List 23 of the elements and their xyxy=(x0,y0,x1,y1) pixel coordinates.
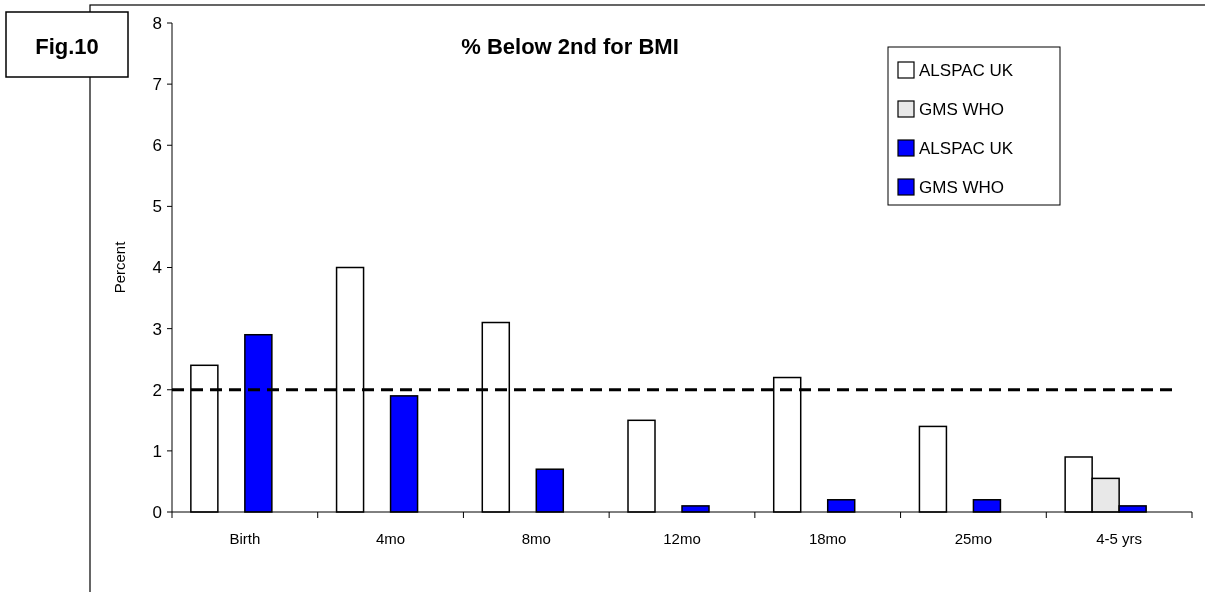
x-tick-label: 18mo xyxy=(808,530,847,547)
x-tick-label: 12mo xyxy=(663,530,701,547)
y-tick-label: 8 xyxy=(152,13,162,33)
x-tick-label: Birth xyxy=(229,530,261,547)
y-tick-label: 4 xyxy=(152,258,162,278)
x-tick-label: 4mo xyxy=(375,530,406,547)
y-tick-label: 1 xyxy=(152,441,162,461)
y-tick-label: 2 xyxy=(152,380,162,400)
x-tick-label: 25mo xyxy=(954,530,993,547)
legend-label: GMS WHO xyxy=(919,99,1004,119)
x-tick-label: 4-5 yrs xyxy=(1096,530,1143,547)
legend-label: ALSPAC UK xyxy=(919,138,1014,158)
y-tick-label: 5 xyxy=(152,197,162,217)
caption: Fig.10 xyxy=(35,34,99,59)
y-axis-title: Percent xyxy=(111,240,128,294)
x-tick-label: 8mo xyxy=(521,530,551,547)
y-tick-label: 3 xyxy=(152,319,162,339)
legend-label: GMS WHO xyxy=(919,177,1004,197)
y-tick-label: 7 xyxy=(152,75,162,95)
legend-label: ALSPAC UK xyxy=(919,60,1014,80)
text: % Below 2nd for BMI xyxy=(461,34,679,59)
y-tick-label: 0 xyxy=(152,502,162,522)
y-tick-label: 6 xyxy=(152,136,162,156)
